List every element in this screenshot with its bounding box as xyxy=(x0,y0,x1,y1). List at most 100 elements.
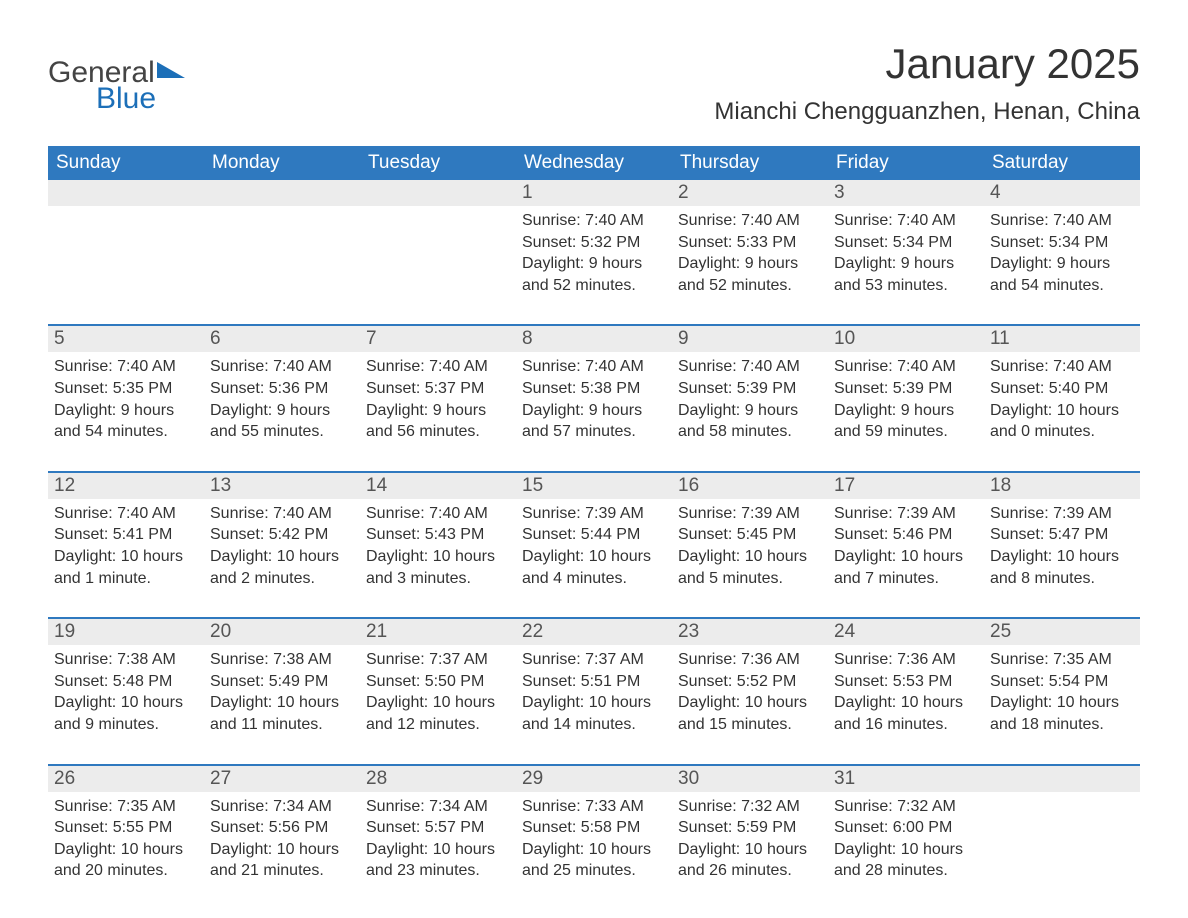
day-line: Daylight: 10 hours xyxy=(210,546,354,568)
day-line: Daylight: 9 hours xyxy=(834,400,978,422)
day-line: Daylight: 10 hours xyxy=(678,546,822,568)
day-line: Daylight: 10 hours xyxy=(366,839,510,861)
day-number: 24 xyxy=(828,619,984,645)
day-line: Sunrise: 7:32 AM xyxy=(834,796,978,818)
day-cell: Sunrise: 7:40 AMSunset: 5:34 PMDaylight:… xyxy=(984,206,1140,324)
day-number: 7 xyxy=(360,326,516,352)
day-number-row: 1234 xyxy=(48,180,1140,206)
day-line: Sunrise: 7:34 AM xyxy=(210,796,354,818)
day-line: Sunset: 6:00 PM xyxy=(834,817,978,839)
day-cell: Sunrise: 7:34 AMSunset: 5:56 PMDaylight:… xyxy=(204,792,360,890)
day-line: Daylight: 10 hours xyxy=(834,692,978,714)
day-line: Daylight: 9 hours xyxy=(990,253,1134,275)
day-cell: Sunrise: 7:32 AMSunset: 5:59 PMDaylight:… xyxy=(672,792,828,890)
day-line: Sunset: 5:39 PM xyxy=(834,378,978,400)
day-cell: Sunrise: 7:40 AMSunset: 5:33 PMDaylight:… xyxy=(672,206,828,324)
day-number: 1 xyxy=(516,180,672,206)
day-line: Daylight: 10 hours xyxy=(678,839,822,861)
day-line: and 26 minutes. xyxy=(678,860,822,882)
day-line: and 4 minutes. xyxy=(522,568,666,590)
day-line: and 7 minutes. xyxy=(834,568,978,590)
day-line: and 5 minutes. xyxy=(678,568,822,590)
day-cell: Sunrise: 7:36 AMSunset: 5:52 PMDaylight:… xyxy=(672,645,828,763)
day-line: and 53 minutes. xyxy=(834,275,978,297)
day-line: and 14 minutes. xyxy=(522,714,666,736)
day-number: 14 xyxy=(360,473,516,499)
day-line: Sunrise: 7:32 AM xyxy=(678,796,822,818)
day-number xyxy=(360,180,516,206)
day-line: Daylight: 9 hours xyxy=(678,253,822,275)
day-body-row: Sunrise: 7:35 AMSunset: 5:55 PMDaylight:… xyxy=(48,792,1140,890)
day-line: and 25 minutes. xyxy=(522,860,666,882)
day-line: and 21 minutes. xyxy=(210,860,354,882)
location-subtitle: Mianchi Chengguanzhen, Henan, China xyxy=(714,98,1140,126)
day-cell: Sunrise: 7:32 AMSunset: 6:00 PMDaylight:… xyxy=(828,792,984,890)
day-line: Sunset: 5:39 PM xyxy=(678,378,822,400)
day-cell xyxy=(48,206,204,324)
calendar-week: 19202122232425Sunrise: 7:38 AMSunset: 5:… xyxy=(48,617,1140,763)
day-line: Daylight: 10 hours xyxy=(210,839,354,861)
day-line: Sunrise: 7:40 AM xyxy=(834,210,978,232)
dow-sunday: Sunday xyxy=(48,146,204,180)
day-line: and 56 minutes. xyxy=(366,421,510,443)
day-line: Daylight: 10 hours xyxy=(366,546,510,568)
day-number: 12 xyxy=(48,473,204,499)
day-line: Sunrise: 7:39 AM xyxy=(990,503,1134,525)
day-line: Sunrise: 7:36 AM xyxy=(834,649,978,671)
day-body-row: Sunrise: 7:40 AMSunset: 5:35 PMDaylight:… xyxy=(48,352,1140,470)
day-cell: Sunrise: 7:40 AMSunset: 5:35 PMDaylight:… xyxy=(48,352,204,470)
day-line: and 2 minutes. xyxy=(210,568,354,590)
day-line: Daylight: 9 hours xyxy=(834,253,978,275)
day-number: 8 xyxy=(516,326,672,352)
day-line: and 16 minutes. xyxy=(834,714,978,736)
day-line: and 1 minute. xyxy=(54,568,198,590)
day-cell: Sunrise: 7:40 AMSunset: 5:41 PMDaylight:… xyxy=(48,499,204,617)
day-cell: Sunrise: 7:36 AMSunset: 5:53 PMDaylight:… xyxy=(828,645,984,763)
day-number-row: 567891011 xyxy=(48,326,1140,352)
day-line: Daylight: 9 hours xyxy=(366,400,510,422)
logo-text-blue: Blue xyxy=(96,84,185,114)
day-cell xyxy=(360,206,516,324)
day-line: Sunset: 5:57 PM xyxy=(366,817,510,839)
day-line: and 58 minutes. xyxy=(678,421,822,443)
day-line: Daylight: 10 hours xyxy=(990,692,1134,714)
day-line: and 8 minutes. xyxy=(990,568,1134,590)
day-line: and 12 minutes. xyxy=(366,714,510,736)
weeks-container: 1234Sunrise: 7:40 AMSunset: 5:32 PMDayli… xyxy=(48,180,1140,890)
day-line: and 3 minutes. xyxy=(366,568,510,590)
day-number: 11 xyxy=(984,326,1140,352)
day-number: 3 xyxy=(828,180,984,206)
day-number: 22 xyxy=(516,619,672,645)
calendar-week: 12131415161718Sunrise: 7:40 AMSunset: 5:… xyxy=(48,471,1140,617)
day-number: 31 xyxy=(828,766,984,792)
day-line: and 20 minutes. xyxy=(54,860,198,882)
day-cell xyxy=(204,206,360,324)
day-line: Daylight: 9 hours xyxy=(678,400,822,422)
dow-wednesday: Wednesday xyxy=(516,146,672,180)
day-line: Daylight: 9 hours xyxy=(54,400,198,422)
day-number: 10 xyxy=(828,326,984,352)
day-line: Daylight: 10 hours xyxy=(54,839,198,861)
day-line: Sunrise: 7:40 AM xyxy=(678,356,822,378)
day-line: Daylight: 10 hours xyxy=(54,692,198,714)
day-line: Sunrise: 7:40 AM xyxy=(522,356,666,378)
day-line: Sunrise: 7:38 AM xyxy=(54,649,198,671)
day-number: 15 xyxy=(516,473,672,499)
day-line: and 57 minutes. xyxy=(522,421,666,443)
day-line: Sunset: 5:35 PM xyxy=(54,378,198,400)
day-line: Sunset: 5:41 PM xyxy=(54,524,198,546)
day-line: Sunset: 5:43 PM xyxy=(366,524,510,546)
day-line: Daylight: 10 hours xyxy=(366,692,510,714)
day-cell: Sunrise: 7:40 AMSunset: 5:39 PMDaylight:… xyxy=(828,352,984,470)
day-line: Sunrise: 7:39 AM xyxy=(522,503,666,525)
day-number: 4 xyxy=(984,180,1140,206)
day-line: Sunrise: 7:40 AM xyxy=(366,503,510,525)
day-line: Sunrise: 7:37 AM xyxy=(522,649,666,671)
logo-flag-icon xyxy=(157,62,185,78)
day-line: and 15 minutes. xyxy=(678,714,822,736)
day-line: Sunrise: 7:40 AM xyxy=(54,356,198,378)
day-cell: Sunrise: 7:40 AMSunset: 5:40 PMDaylight:… xyxy=(984,352,1140,470)
day-line: Sunset: 5:56 PM xyxy=(210,817,354,839)
calendar-week: 567891011Sunrise: 7:40 AMSunset: 5:35 PM… xyxy=(48,324,1140,470)
day-line: and 11 minutes. xyxy=(210,714,354,736)
